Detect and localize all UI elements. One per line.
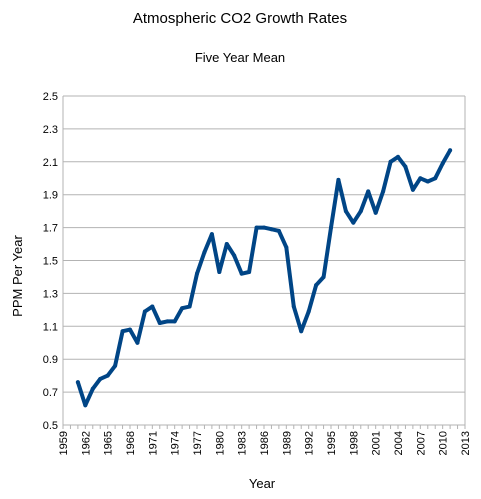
y-tick-label: 1.3 [43, 288, 58, 300]
data-point [172, 319, 177, 324]
x-tick-label: 1989 [281, 431, 293, 455]
data-point [440, 161, 445, 166]
y-axis: 0.5 0.7 0.9 1.1 1.3 1.5 1.7 1.9 2.1 2.3 2.5 [43, 91, 64, 432]
data-point [157, 321, 162, 326]
data-point [410, 187, 415, 192]
plot-series [75, 148, 453, 408]
x-tick-label: 1986 [259, 431, 271, 455]
data-point [433, 176, 438, 181]
y-tick-label: 2.5 [43, 91, 58, 103]
data-point [165, 319, 170, 324]
data-point [195, 271, 199, 276]
data-point [135, 340, 140, 345]
x-tick-label: 2001 [371, 431, 383, 455]
data-point [425, 179, 430, 184]
x-tick-label: 1977 [192, 431, 204, 455]
y-tick-label: 1.1 [43, 321, 58, 333]
data-point [105, 373, 110, 378]
chart-subtitle: Five Year Mean [195, 50, 285, 65]
data-point [150, 304, 155, 309]
data-point [299, 329, 304, 334]
x-tick-label: 1983 [237, 431, 249, 455]
data-point [239, 271, 244, 276]
data-point [83, 403, 88, 408]
data-point [366, 189, 371, 194]
data-point [202, 250, 207, 255]
data-point [396, 154, 400, 159]
data-point [276, 228, 281, 233]
x-tick-label: 1962 [80, 431, 92, 455]
y-tick-label: 2.1 [43, 157, 58, 169]
data-point [448, 148, 453, 153]
data-point [98, 376, 103, 381]
x-axis: 1959 1962 1965 1968 1971 1974 1977 1980 1983 1986… [58, 424, 472, 455]
data-point [128, 327, 132, 332]
data-point [388, 159, 393, 164]
data-point [321, 274, 326, 279]
data-point [75, 380, 80, 385]
data-point [351, 220, 356, 225]
data-point [113, 363, 118, 368]
data-point [254, 225, 259, 230]
data-point [343, 209, 348, 214]
x-tick-label: 2010 [438, 431, 450, 455]
data-point [381, 189, 386, 194]
x-tick-label: 2007 [415, 431, 427, 455]
y-tick-label: 0.5 [43, 420, 58, 432]
data-point [314, 283, 319, 288]
x-tick-label: 2013 [460, 431, 472, 455]
chart-title: Atmospheric CO2 Growth Rates [133, 10, 347, 27]
y-tick-label: 1.5 [43, 256, 58, 268]
x-tick-label: 1998 [348, 431, 360, 455]
x-tick-label: 1995 [326, 431, 338, 455]
data-point [269, 227, 274, 232]
data-point [142, 309, 147, 314]
data-point [418, 176, 423, 181]
series-line [75, 148, 453, 408]
data-point [284, 245, 289, 250]
gridlines [63, 95, 466, 426]
y-tick-label: 2.3 [43, 124, 58, 136]
y-tick-label: 0.9 [43, 354, 58, 366]
data-point [336, 177, 341, 182]
y-tick-label: 1.9 [43, 190, 58, 202]
data-point [217, 270, 222, 275]
data-point [373, 210, 378, 215]
y-axis-label: PPM Per Year [10, 235, 25, 317]
data-point [247, 270, 252, 275]
x-tick-label: 1992 [304, 431, 316, 455]
data-point [232, 253, 237, 258]
x-tick-label: 1959 [58, 431, 70, 455]
data-point [90, 386, 95, 391]
data-point [120, 329, 125, 334]
x-tick-label: 1974 [170, 431, 182, 455]
data-point [262, 225, 266, 230]
data-point [291, 304, 296, 309]
x-axis-label: Year [249, 476, 276, 491]
x-tick-label: 1965 [103, 431, 115, 455]
x-tick-label: 1971 [147, 431, 159, 455]
data-point [209, 232, 214, 237]
y-tick-label: 1.7 [43, 223, 58, 235]
data-point [306, 309, 311, 314]
data-point [329, 225, 333, 230]
x-tick-label: 1980 [214, 431, 226, 455]
data-point [187, 304, 192, 309]
x-tick-label: 1968 [125, 431, 137, 455]
y-tick-label: 0.7 [43, 387, 58, 399]
data-point [358, 209, 363, 214]
x-tick-label: 2004 [393, 431, 405, 455]
data-point [403, 164, 408, 169]
data-point [224, 242, 229, 247]
data-point [180, 306, 185, 311]
